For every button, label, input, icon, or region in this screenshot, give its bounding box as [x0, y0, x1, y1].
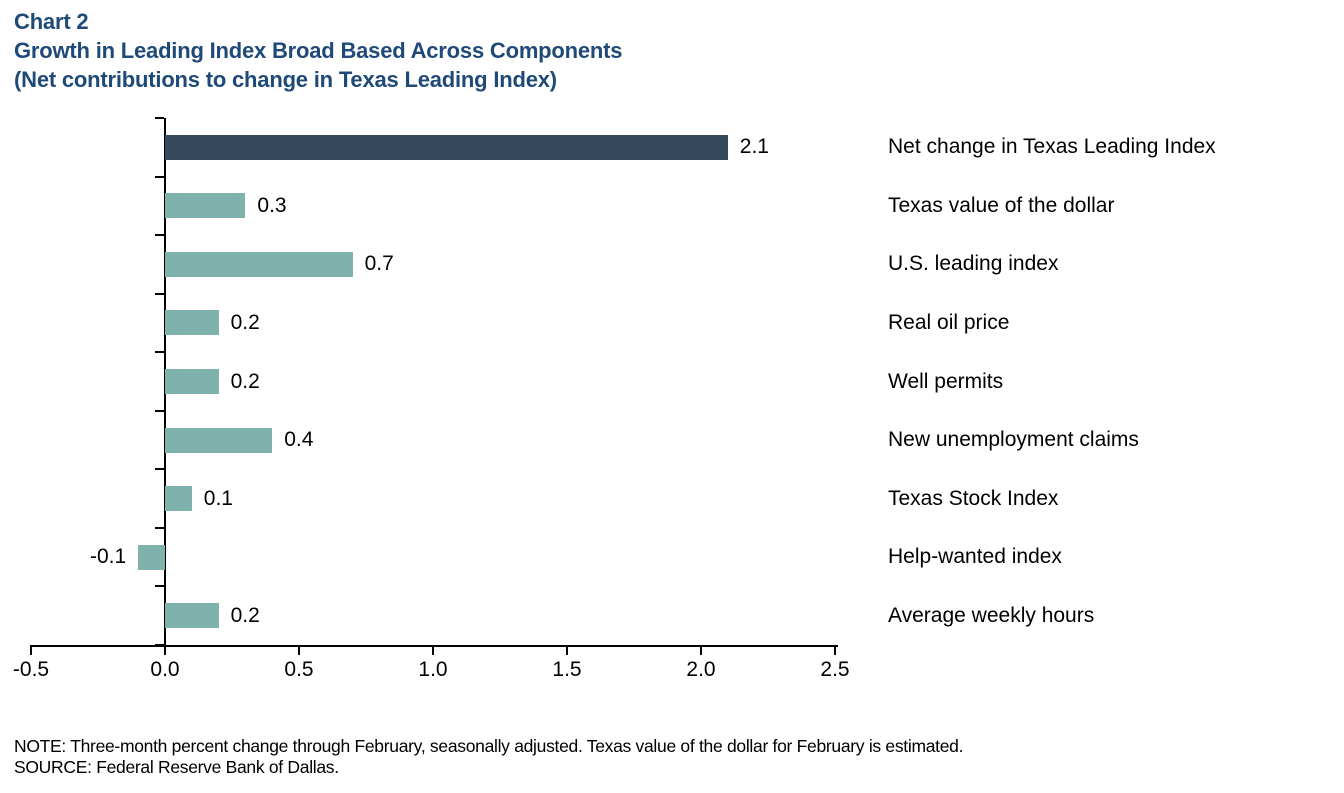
bar	[165, 134, 728, 160]
x-axis-tick	[566, 647, 568, 655]
bar-value-label: 0.7	[364, 252, 394, 276]
y-axis-tick	[155, 409, 164, 412]
x-tick-label: 2.0	[686, 658, 716, 681]
x-tick-label: 0.0	[150, 658, 180, 681]
bar	[165, 603, 219, 629]
chart-title: Growth in Leading Index Broad Based Acro…	[14, 38, 623, 63]
bar	[165, 251, 353, 277]
x-axis-tick	[298, 647, 300, 655]
footnote-block: NOTE: Three-month percent change through…	[14, 736, 963, 778]
category-label: U.S. leading index	[888, 252, 1059, 276]
category-label: Texas Stock Index	[888, 486, 1059, 510]
category-label: Well permits	[888, 369, 1004, 393]
y-axis-tick	[155, 351, 164, 354]
bar	[165, 427, 273, 453]
chart-note: NOTE: Three-month percent change through…	[14, 736, 964, 756]
y-axis-tick	[155, 292, 164, 295]
chart-number: Chart 2	[14, 9, 89, 34]
category-label: New unemployment claims	[888, 428, 1139, 452]
bar-value-label: 0.2	[230, 603, 260, 627]
x-axis-line	[30, 645, 838, 647]
bar	[165, 486, 192, 512]
bar	[138, 544, 165, 570]
bar-value-label: -0.1	[90, 545, 127, 569]
x-axis-tick	[834, 647, 836, 655]
category-label: Real oil price	[888, 310, 1010, 334]
y-axis-tick	[155, 117, 164, 119]
x-tick-label: 1.0	[418, 658, 448, 681]
x-tick-label: 1.5	[552, 658, 582, 681]
category-label: Help-wanted index	[888, 545, 1062, 569]
bar	[165, 310, 219, 336]
x-axis-tick	[164, 647, 166, 655]
bar	[165, 369, 219, 394]
bar-value-label: 0.1	[203, 486, 233, 510]
bar-value-label: 0.2	[230, 310, 260, 334]
category-label: Texas value of the dollar	[888, 193, 1115, 217]
x-axis-tick	[432, 647, 434, 655]
category-label: Average weekly hours	[888, 603, 1095, 627]
bar-value-label: 0.2	[230, 369, 260, 393]
y-axis-tick	[155, 644, 164, 646]
x-axis-tick	[30, 647, 32, 655]
chart-subtitle: (Net contributions to change in Texas Le…	[14, 67, 557, 92]
chart-source: SOURCE: Federal Reserve Bank of Dallas.	[14, 757, 339, 777]
y-axis-tick	[155, 234, 164, 237]
y-axis-tick	[155, 585, 164, 588]
y-axis-tick	[155, 526, 164, 529]
bar-value-label: 2.1	[739, 135, 769, 159]
bar	[165, 193, 246, 219]
y-axis-tick	[155, 175, 164, 178]
x-axis-tick	[700, 647, 702, 655]
y-axis-tick	[155, 468, 164, 471]
bar-value-label: 0.3	[257, 193, 287, 217]
x-tick-label: -0.5	[12, 658, 50, 681]
x-tick-label: 0.5	[284, 658, 314, 681]
x-tick-label: 2.5	[820, 658, 850, 681]
bar-value-label: 0.4	[284, 428, 314, 452]
title-block: Chart 2 Growth in Leading Index Broad Ba…	[14, 7, 623, 94]
category-label: Net change in Texas Leading Index	[888, 135, 1216, 159]
